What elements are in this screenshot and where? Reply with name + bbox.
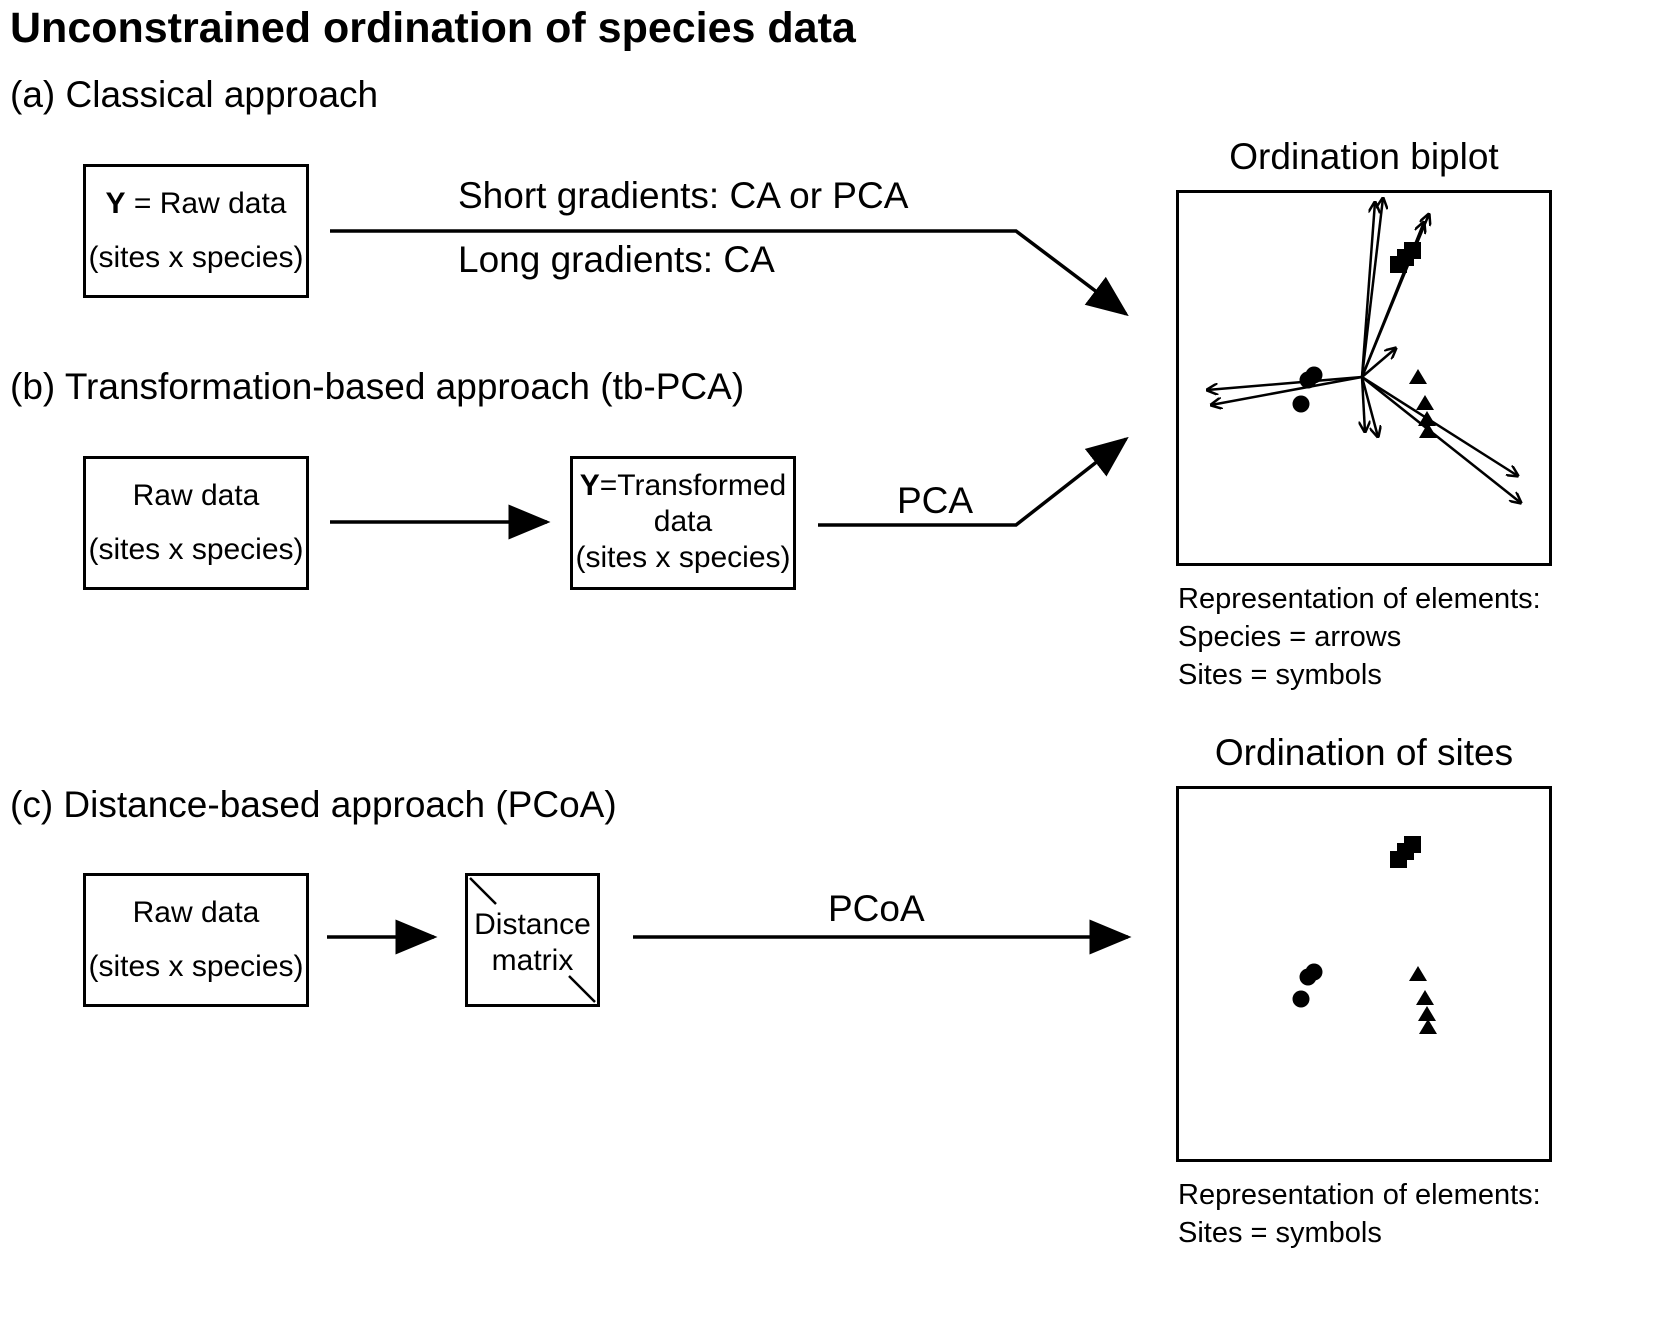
section-a-heading: (a) Classical approach bbox=[10, 74, 379, 115]
site-triangle bbox=[1419, 1019, 1437, 1034]
distance-matrix-line1: Distance bbox=[474, 908, 591, 941]
raw-data-box-a-line1: Y = Raw data bbox=[105, 187, 287, 220]
distance-matrix-box: Distance matrix bbox=[465, 873, 600, 1007]
species-arrow bbox=[1361, 376, 1521, 503]
transformed-data-box: Y=Transformed data (sites x species) bbox=[570, 456, 796, 590]
biplot-legend-line2: Species = arrows bbox=[1178, 621, 1402, 653]
raw-data-box-a-line2: (sites x species) bbox=[88, 241, 304, 274]
transformed-data-box-line3: (sites x species) bbox=[575, 541, 791, 574]
short-gradients-label: Short gradients: CA or PCA bbox=[458, 175, 909, 216]
sites-plot-symbols bbox=[1292, 836, 1437, 1034]
raw-data-box-b-line1: Raw data bbox=[132, 479, 260, 512]
biplot-site-symbols bbox=[1292, 242, 1437, 438]
raw-data-box-c: Raw data (sites x species) bbox=[83, 873, 309, 1007]
species-arrow bbox=[1361, 375, 1518, 476]
site-triangle bbox=[1419, 423, 1437, 438]
sites-legend-line2: Sites = symbols bbox=[1178, 1217, 1382, 1249]
site-square bbox=[1390, 256, 1407, 273]
site-triangle bbox=[1418, 1006, 1436, 1021]
pca-label: PCA bbox=[897, 480, 974, 521]
site-triangle bbox=[1418, 411, 1436, 426]
pcoa-label: PCoA bbox=[828, 888, 925, 929]
sites-legend-line1: Representation of elements: bbox=[1178, 1179, 1541, 1211]
site-triangle bbox=[1409, 966, 1427, 981]
raw-data-box-a: Y = Raw data (sites x species) bbox=[83, 164, 309, 298]
site-circle bbox=[1299, 371, 1317, 389]
transformed-data-box-line2: data bbox=[653, 505, 713, 538]
biplot-title: Ordination biplot bbox=[1229, 136, 1499, 177]
biplot-legend: Representation of elements: Species = ar… bbox=[1178, 580, 1541, 694]
biplot-legend-line3: Sites = symbols bbox=[1178, 659, 1382, 691]
site-square bbox=[1390, 851, 1407, 868]
long-gradients-label: Long gradients: CA bbox=[458, 239, 775, 280]
sites-plot-frame bbox=[1176, 786, 1552, 1162]
species-arrow bbox=[1362, 376, 1365, 432]
species-arrow bbox=[1211, 375, 1363, 405]
site-triangle bbox=[1416, 395, 1434, 410]
section-b-heading: (b) Transformation-based approach (tb-PC… bbox=[10, 366, 745, 407]
distance-matrix-line2: matrix bbox=[491, 944, 574, 977]
arrow-a-to-biplot bbox=[330, 229, 1129, 317]
raw-data-box-b-line2: (sites x species) bbox=[88, 533, 304, 566]
species-arrow bbox=[1360, 202, 1375, 378]
raw-data-box-c-line2: (sites x species) bbox=[88, 950, 304, 983]
site-circle bbox=[1292, 990, 1310, 1008]
species-arrow bbox=[1360, 198, 1383, 378]
species-arrow bbox=[1361, 348, 1396, 378]
species-arrow bbox=[1207, 375, 1363, 390]
site-triangle bbox=[1409, 369, 1427, 384]
arrow-b-to-biplot bbox=[818, 436, 1129, 527]
raw-data-box-b: Raw data (sites x species) bbox=[83, 456, 309, 590]
raw-data-box-c-line1: Raw data bbox=[132, 896, 260, 929]
sites-plot-legend: Representation of elements: Sites = symb… bbox=[1178, 1176, 1541, 1252]
biplot-legend-line1: Representation of elements: bbox=[1178, 583, 1541, 615]
diagram-title: Unconstrained ordination of species data bbox=[10, 4, 856, 52]
sites-plot-title: Ordination of sites bbox=[1214, 732, 1514, 773]
species-arrows bbox=[1207, 198, 1521, 503]
site-circle bbox=[1299, 968, 1317, 986]
transformed-data-box-line1: Y=Transformed bbox=[579, 469, 787, 502]
matrix-diagonal-marks bbox=[469, 877, 596, 1003]
site-circle bbox=[1292, 395, 1310, 413]
species-arrow bbox=[1360, 376, 1378, 437]
section-c-heading: (c) Distance-based approach (PCoA) bbox=[10, 784, 617, 825]
site-triangle bbox=[1416, 990, 1434, 1005]
